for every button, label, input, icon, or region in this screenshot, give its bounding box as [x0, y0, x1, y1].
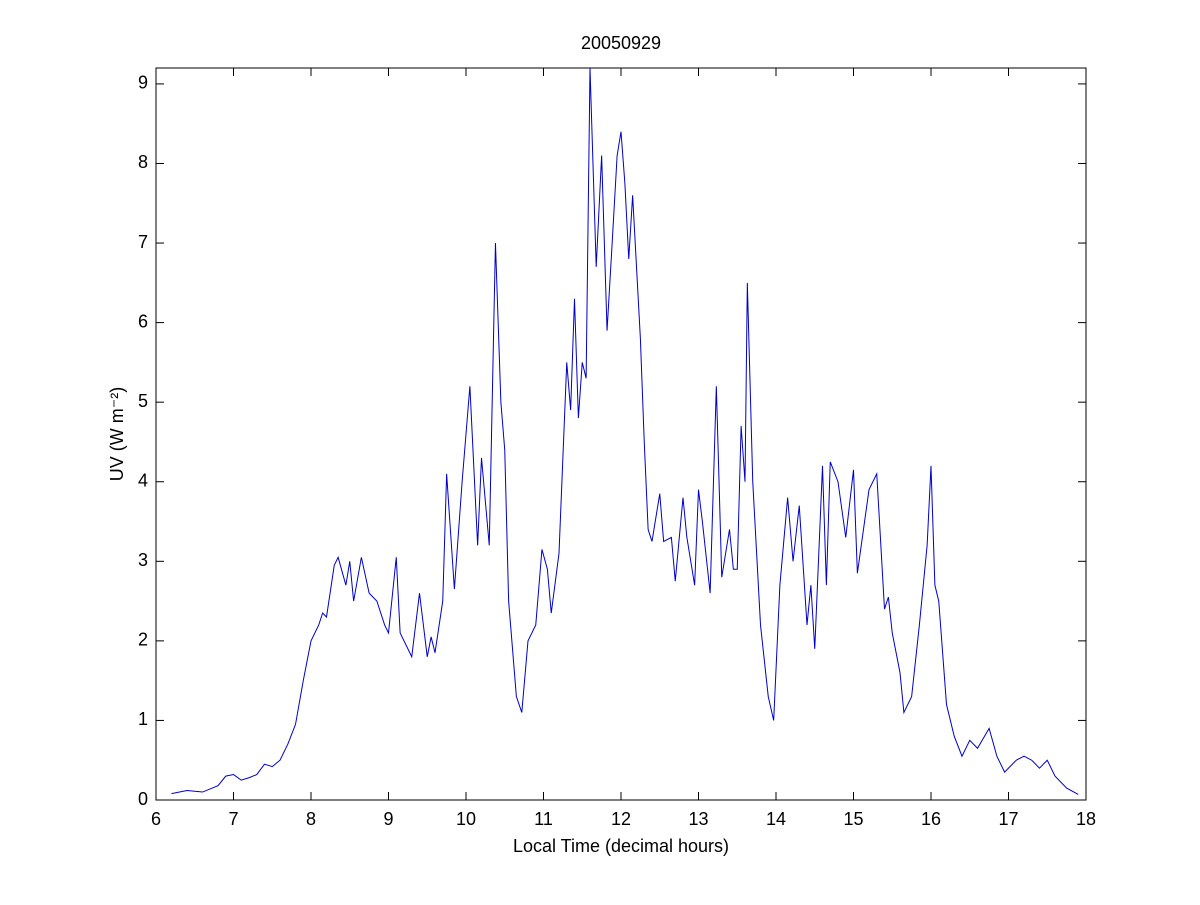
plot-frame	[155, 67, 1087, 801]
data-line	[171, 67, 1079, 795]
y-tick-label: 2	[138, 630, 148, 650]
x-tick-label: 15	[843, 809, 863, 829]
y-tick-label: 5	[138, 391, 148, 411]
x-tick-label: 7	[228, 809, 238, 829]
y-tick-label: 8	[138, 152, 148, 172]
x-tick-label: 11	[534, 809, 553, 829]
x-tick-label: 9	[383, 809, 393, 829]
y-tick-label: 7	[138, 232, 148, 252]
y-axis-label: UV (W m⁻²)	[107, 387, 127, 481]
chart-title: 20050929	[581, 33, 661, 53]
y-tick-label: 9	[138, 73, 148, 93]
x-tick-label: 16	[921, 809, 941, 829]
x-tick-label: 18	[1076, 809, 1096, 829]
y-tick-label: 6	[138, 311, 148, 331]
x-tick-label: 13	[688, 809, 708, 829]
x-tick-label: 6	[151, 809, 161, 829]
x-tick-label: 10	[456, 809, 476, 829]
x-tick-label: 14	[766, 809, 786, 829]
x-tick-label: 17	[998, 809, 1018, 829]
x-tick-label: 8	[306, 809, 316, 829]
x-axis-label: Local Time (decimal hours)	[513, 836, 729, 856]
y-tick-label: 4	[138, 470, 148, 490]
x-tick-label: 12	[611, 809, 631, 829]
y-tick-label: 3	[138, 550, 148, 570]
y-tick-label: 0	[138, 789, 148, 809]
y-tick-label: 1	[138, 709, 148, 729]
